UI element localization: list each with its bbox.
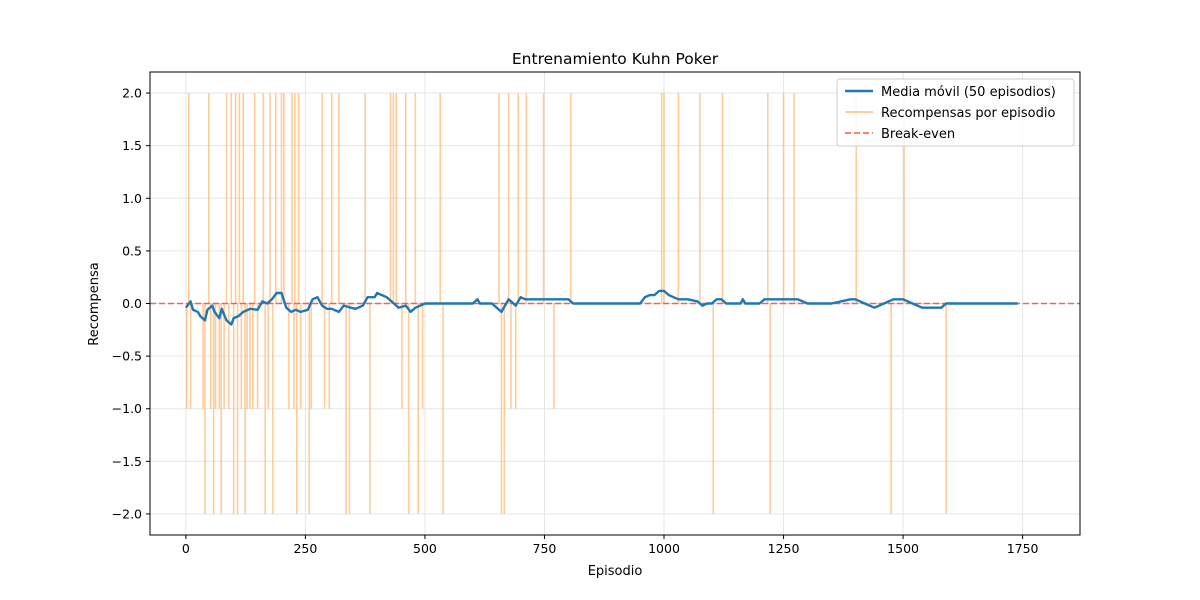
grid (150, 72, 1080, 535)
x-tick-label: 1250 (768, 541, 800, 556)
y-tick-label: −0.5 (112, 349, 142, 364)
x-tick-label: 1750 (1007, 541, 1039, 556)
x-axis-label: Episodio (588, 564, 643, 579)
moving-average-line (184, 289, 1018, 326)
x-tick-label: 250 (293, 541, 317, 556)
x-tick-label: 1000 (648, 541, 680, 556)
x-tick-label: 0 (182, 541, 190, 556)
chart-title: Entrenamiento Kuhn Poker (512, 50, 719, 68)
y-tick-label: 0.5 (122, 243, 142, 258)
legend-box (836, 78, 1075, 147)
x-tick-label: 500 (413, 541, 437, 556)
moving-average (184, 289, 1018, 326)
x-axis-ticks: 0 250 500 750 1000 1250 1500 1750 (182, 535, 1039, 556)
y-tick-label: 2.0 (122, 86, 142, 101)
x-tick-label: 1500 (887, 541, 919, 556)
legend-label-rewards: Recompensas por episodio (881, 106, 1055, 121)
legend-label-break-even: Break-even (881, 127, 955, 142)
y-axis-label: Recompensa (87, 262, 102, 345)
y-tick-label: −2.0 (112, 506, 142, 521)
y-tick-label: −1.0 (112, 401, 142, 416)
legend: Media móvil (50 episodios) Recompensas p… (836, 78, 1075, 147)
y-tick-label: 1.5 (122, 138, 142, 153)
y-axis-ticks: −2.0 −1.5 −1.0 −0.5 0.0 0.5 1.0 1.5 2.0 (112, 86, 150, 521)
y-tick-label: 1.0 (122, 191, 142, 206)
y-tick-label: 0.0 (122, 296, 142, 311)
y-tick-label: −1.5 (112, 454, 142, 469)
legend-label-moving-average: Media móvil (50 episodios) (881, 85, 1056, 100)
x-tick-label: 750 (533, 541, 557, 556)
